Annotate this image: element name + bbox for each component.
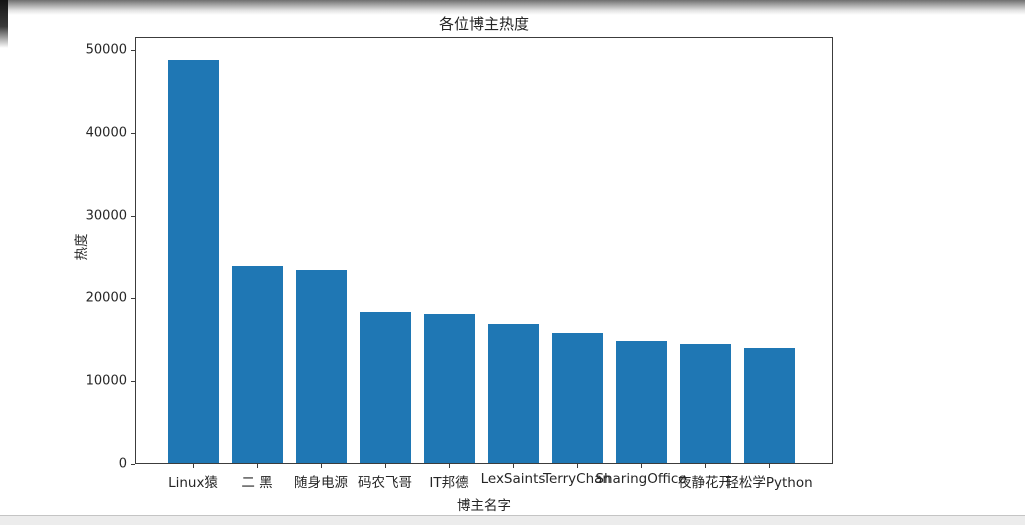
- x-tick-label-2: 随身电源: [294, 475, 348, 491]
- x-tick-mark-7: [641, 464, 642, 468]
- x-tick-mark-8: [705, 464, 706, 468]
- chart-title: 各位博主热度: [438, 15, 530, 33]
- x-tick-mark-5: [513, 464, 514, 468]
- y-tick-label-5: 50000: [85, 42, 127, 58]
- bar-4: [423, 314, 475, 463]
- bar-0: [167, 60, 219, 463]
- x-tick-mark-4: [449, 464, 450, 468]
- bar-9: [743, 348, 795, 463]
- x-tick-label-0: Linux猿: [168, 475, 218, 491]
- y-tick-mark-2: [131, 298, 135, 299]
- x-tick-label-8: 夜静花开: [678, 475, 732, 491]
- x-tick-label-1: 二 黑: [241, 475, 273, 491]
- y-tick-mark-3: [131, 216, 135, 217]
- x-tick-label-5: LexSaints: [480, 471, 546, 487]
- x-tick-label-6: TerryChan: [543, 471, 611, 487]
- window-bottom-bar: [0, 515, 1025, 525]
- x-tick-label-3: 码农飞哥: [358, 475, 412, 491]
- x-tick-mark-0: [193, 464, 194, 468]
- window-top-gradient: [0, 0, 1025, 15]
- x-tick-mark-6: [577, 464, 578, 468]
- y-tick-mark-5: [131, 50, 135, 51]
- x-tick-label-7: SharingOffice: [595, 471, 687, 487]
- x-tick-mark-1: [257, 464, 258, 468]
- window-top-left-notch: [0, 0, 8, 48]
- bar-5: [487, 324, 539, 463]
- x-tick-mark-2: [321, 464, 322, 468]
- bar-6: [551, 333, 603, 463]
- bar-2: [295, 270, 347, 463]
- x-tick-mark-3: [385, 464, 386, 468]
- bar-7: [615, 341, 667, 463]
- y-tick-mark-1: [131, 381, 135, 382]
- plot-area: [135, 37, 833, 464]
- y-tick-label-0: 0: [118, 456, 127, 472]
- bar-1: [231, 266, 283, 463]
- bar-3: [359, 312, 411, 463]
- bar-8: [679, 344, 731, 463]
- y-tick-label-1: 10000: [85, 373, 127, 389]
- x-axis-label: 博主名字: [457, 498, 511, 514]
- y-tick-mark-4: [131, 133, 135, 134]
- y-axis-label: 热度: [74, 233, 90, 261]
- x-tick-label-4: IT邦德: [429, 475, 469, 491]
- x-tick-mark-9: [769, 464, 770, 468]
- y-tick-label-3: 30000: [85, 208, 127, 224]
- y-tick-label-4: 40000: [85, 125, 127, 141]
- y-tick-label-2: 20000: [85, 290, 127, 306]
- y-tick-mark-0: [131, 464, 135, 465]
- x-tick-label-9: 轻松学Python: [725, 475, 813, 491]
